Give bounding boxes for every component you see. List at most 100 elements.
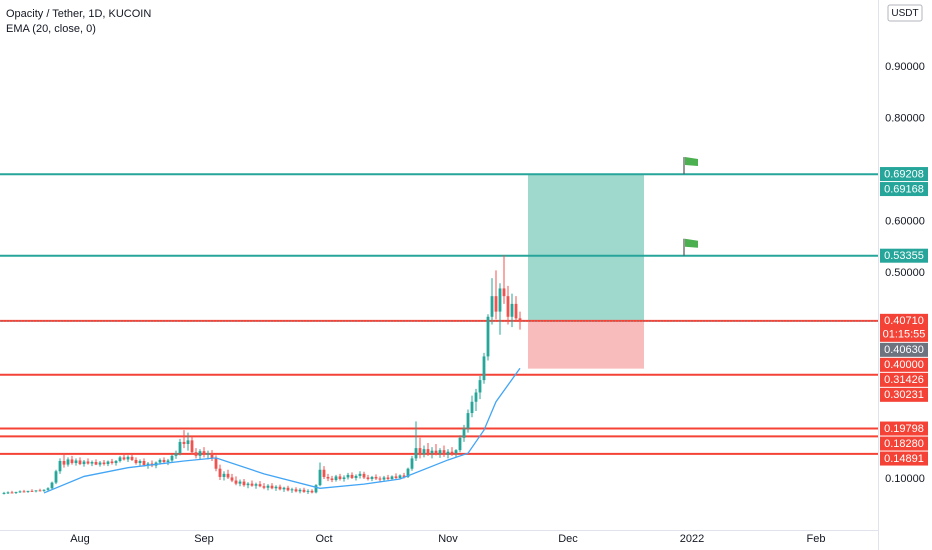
candle-body xyxy=(302,489,306,492)
candle-body xyxy=(130,456,134,460)
candle-body xyxy=(450,451,454,454)
candle-body xyxy=(202,451,206,455)
candle-body xyxy=(430,450,434,454)
candle-body xyxy=(162,459,166,463)
candle-body xyxy=(46,488,50,490)
candle-body xyxy=(422,449,426,455)
candle-body xyxy=(126,456,130,460)
price-label: 0.31426 xyxy=(884,374,924,386)
candle-body xyxy=(466,413,470,429)
candle-body xyxy=(470,401,474,414)
candle-body xyxy=(322,469,326,477)
candle-body xyxy=(310,490,314,493)
candle-body xyxy=(198,451,202,456)
candle-body xyxy=(274,486,278,489)
price-label: 0.69168 xyxy=(884,183,924,195)
candle-body xyxy=(318,469,322,486)
candle-body xyxy=(254,484,258,486)
currency-box[interactable] xyxy=(887,4,923,22)
candle-body xyxy=(22,491,26,493)
loss-zone xyxy=(528,320,644,369)
x-tick-label: Aug xyxy=(70,533,90,545)
candle-body xyxy=(182,441,186,444)
candle-body xyxy=(514,303,518,319)
candle-body xyxy=(306,490,310,492)
candle-body xyxy=(2,492,6,494)
candle-body xyxy=(54,471,58,483)
candle-body xyxy=(414,448,418,459)
candle-body xyxy=(26,490,30,492)
currency[interactable]: USDT xyxy=(891,8,918,19)
candle-body xyxy=(86,461,90,464)
candle-body xyxy=(42,489,46,491)
price-label: 0.40710 xyxy=(884,315,924,327)
candle-body xyxy=(406,468,410,477)
candle-body xyxy=(442,450,446,455)
price-label: 0.53355 xyxy=(884,250,924,262)
x-tick-label: Feb xyxy=(807,533,826,545)
y-tick-label: 0.60000 xyxy=(885,215,925,227)
price-label-box xyxy=(880,357,928,372)
price-label: 0.14891 xyxy=(884,453,924,465)
candle-body xyxy=(158,459,162,463)
candle-body xyxy=(170,455,174,461)
candle-body xyxy=(386,477,390,480)
candle-body xyxy=(30,490,34,492)
candle-body xyxy=(334,476,338,481)
candle-body xyxy=(114,460,118,464)
candle-body xyxy=(50,482,54,489)
candle-body xyxy=(426,449,430,454)
candle-body xyxy=(518,318,522,322)
candle-body xyxy=(506,296,510,317)
candle-body xyxy=(218,468,222,477)
candle-body xyxy=(186,440,190,444)
candle-body xyxy=(494,296,498,312)
candle-body xyxy=(418,448,422,455)
candle-body xyxy=(402,475,406,477)
candle-body xyxy=(266,485,270,488)
candle-body xyxy=(474,392,478,402)
price-label-box xyxy=(880,167,928,182)
candle-body xyxy=(106,461,110,465)
candle-body xyxy=(66,459,70,465)
candle-body xyxy=(82,461,86,465)
candle-body xyxy=(6,492,10,494)
candle-body xyxy=(226,473,230,478)
price-label: 0.18280 xyxy=(884,438,924,450)
profit-zone xyxy=(528,174,644,321)
candle-body xyxy=(90,462,94,464)
candle-body xyxy=(98,462,102,465)
candle-body xyxy=(194,452,198,456)
candle-body xyxy=(502,288,506,297)
indicator-legend: EMA (20, close, 0) xyxy=(6,23,96,35)
price-label-box xyxy=(880,387,928,402)
candle-body xyxy=(174,453,178,456)
candle-body xyxy=(214,458,218,469)
candle-body xyxy=(350,474,354,478)
candle-body xyxy=(478,380,482,393)
candle-body xyxy=(258,484,262,487)
candle-body xyxy=(250,483,254,486)
candle-body xyxy=(190,440,194,453)
price-countdown: 01:15:55 xyxy=(883,329,926,341)
candle-body xyxy=(330,478,334,481)
candle-body xyxy=(38,490,42,492)
candle-body xyxy=(62,460,66,465)
candle-body xyxy=(138,460,142,464)
candle-body xyxy=(146,463,150,466)
candle-body xyxy=(234,480,238,484)
candle-body xyxy=(210,453,214,459)
candle-body xyxy=(206,453,210,455)
candle-body xyxy=(122,457,126,460)
candle-body xyxy=(358,473,362,476)
y-tick-label: 0.50000 xyxy=(885,267,925,279)
candle-body xyxy=(354,475,358,478)
candle-body xyxy=(462,428,466,438)
candle-body xyxy=(498,288,502,312)
candle-body xyxy=(14,491,18,493)
candle-body xyxy=(18,491,22,493)
candle-body xyxy=(270,485,274,489)
plot xyxy=(0,157,878,495)
price-label-box xyxy=(880,248,928,263)
